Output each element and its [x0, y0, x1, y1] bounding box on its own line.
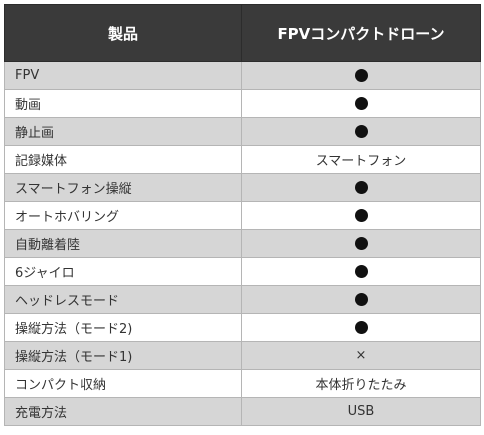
feature-value — [241, 257, 481, 286]
feature-label: 自動離着陸 — [4, 229, 242, 258]
feature-label: スマートフォン操縦 — [4, 173, 242, 202]
feature-value — [241, 61, 481, 90]
table-row: 記録媒体 スマートフォン — [4, 145, 481, 174]
filled-circle-icon — [354, 97, 368, 110]
feature-label: 操縦方法（モード2) — [4, 313, 242, 342]
feature-value — [241, 201, 481, 230]
header-product: 製品 — [4, 4, 242, 62]
filled-circle-icon — [354, 181, 368, 194]
table-row: コンパクト収納 本体折りたたみ — [4, 369, 481, 398]
feature-label: 充電方法 — [4, 397, 242, 426]
filled-circle-icon — [354, 125, 368, 138]
feature-value — [241, 285, 481, 314]
table-row: オートホバリング — [4, 201, 481, 230]
feature-value — [241, 173, 481, 202]
feature-value — [241, 313, 481, 342]
table-row: 充電方法 USB — [4, 397, 481, 426]
feature-value: 本体折りたたみ — [241, 369, 481, 398]
feature-value: × — [241, 341, 481, 370]
filled-circle-icon — [354, 209, 368, 222]
feature-value: USB — [241, 397, 481, 426]
feature-value — [241, 229, 481, 258]
feature-label: 6ジャイロ — [4, 257, 242, 286]
table-row: 自動離着陸 — [4, 229, 481, 258]
feature-label: 動画 — [4, 89, 242, 118]
feature-label: オートホバリング — [4, 201, 242, 230]
feature-label: コンパクト収納 — [4, 369, 242, 398]
filled-circle-icon — [354, 293, 368, 306]
feature-label: FPV — [4, 61, 242, 90]
filled-circle-icon — [354, 69, 368, 82]
feature-label: ヘッドレスモード — [4, 285, 242, 314]
table-row: ヘッドレスモード — [4, 285, 481, 314]
table-row: 6ジャイロ — [4, 257, 481, 286]
filled-circle-icon — [354, 321, 368, 334]
table-row: FPV — [4, 61, 481, 90]
filled-circle-icon — [354, 237, 368, 250]
filled-circle-icon — [354, 265, 368, 278]
feature-value: スマートフォン — [241, 145, 481, 174]
table-row: スマートフォン操縦 — [4, 173, 481, 202]
feature-label: 操縦方法（モード1) — [4, 341, 242, 370]
table-row: 動画 — [4, 89, 481, 118]
feature-label: 記録媒体 — [4, 145, 242, 174]
header-model: FPVコンパクトドローン — [241, 4, 481, 62]
feature-value — [241, 117, 481, 146]
table-row: 静止画 — [4, 117, 481, 146]
feature-label: 静止画 — [4, 117, 242, 146]
feature-value — [241, 89, 481, 118]
spec-table: 製品 FPVコンパクトドローン FPV 動画 静止画 記録媒体 スマートフォン … — [4, 4, 481, 426]
table-row: 操縦方法（モード2) — [4, 313, 481, 342]
table-header-row: 製品 FPVコンパクトドローン — [4, 4, 481, 62]
table-row: 操縦方法（モード1) × — [4, 341, 481, 370]
